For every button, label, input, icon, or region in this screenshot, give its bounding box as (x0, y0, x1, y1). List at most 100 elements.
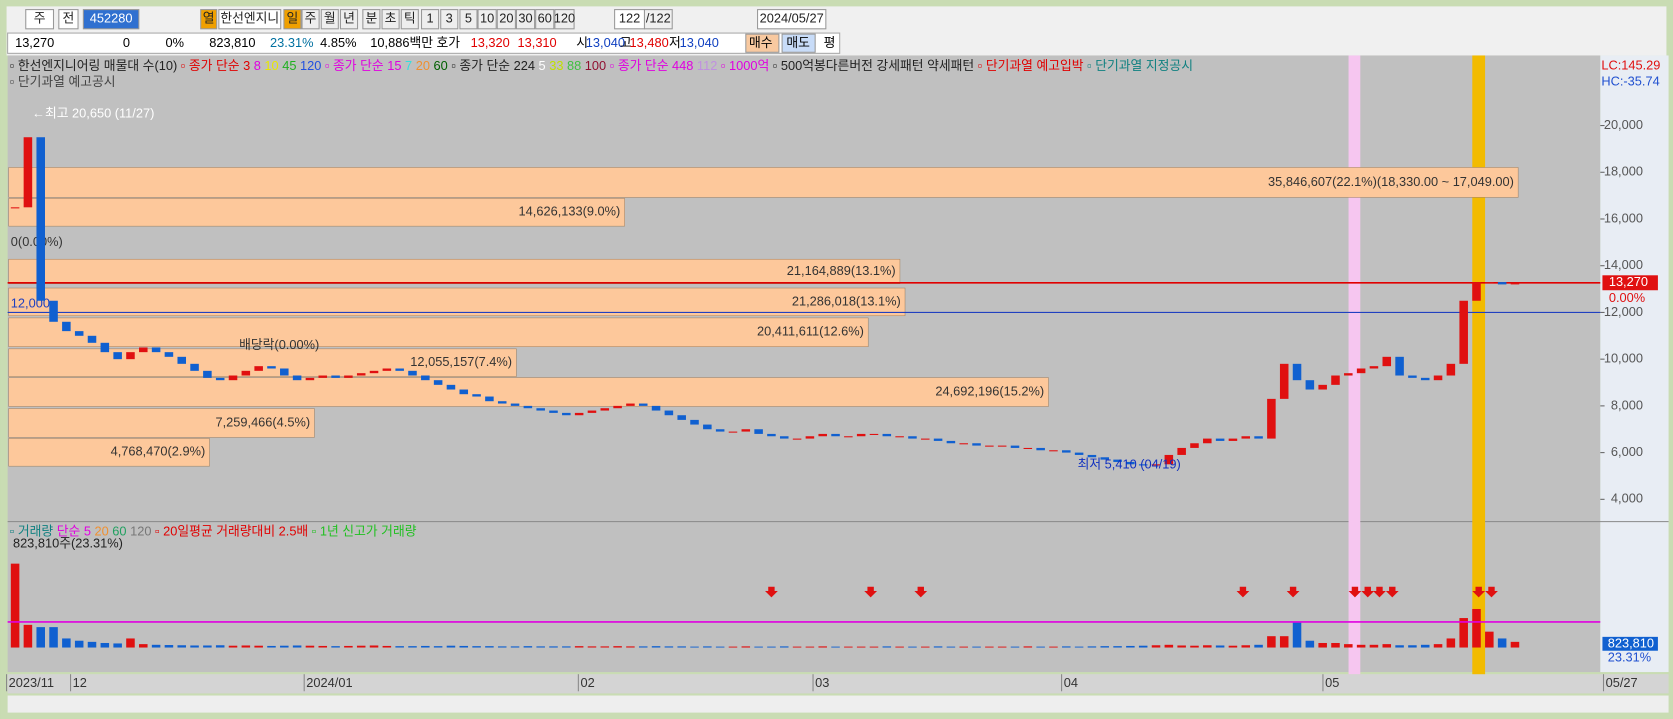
toolbar-label: 열 (203, 11, 215, 26)
volume-profile-bar (8, 287, 906, 317)
candle (613, 405, 622, 409)
toolbar-button[interactable] (362, 9, 381, 30)
volume-bar (331, 646, 340, 648)
quote-field: 호가 (436, 35, 460, 50)
candle (74, 331, 84, 336)
volume-bar (62, 638, 71, 648)
candle (1279, 363, 1289, 399)
toolbar-label: 초 (385, 11, 397, 26)
volume-bar (844, 646, 853, 648)
legend-item: 88 (563, 59, 581, 74)
sell-button[interactable] (781, 33, 816, 53)
signal-arrow (1485, 586, 1498, 598)
toolbar-button[interactable] (301, 9, 320, 30)
volume-bar (485, 646, 494, 648)
candle (1151, 464, 1161, 466)
toolbar-button[interactable] (477, 9, 497, 30)
volume-bar (1215, 645, 1225, 648)
hc-label: HC:-35.74 (1601, 74, 1659, 89)
volume-bar (1074, 646, 1084, 648)
quote-field: 13,270 (15, 35, 54, 50)
candle (1292, 363, 1302, 381)
quote-field: 평 (824, 35, 836, 50)
candle (754, 429, 763, 434)
candle (882, 433, 892, 437)
candle (959, 443, 968, 445)
toolbar-label: /122 (646, 11, 671, 26)
toolbar-button[interactable] (554, 9, 575, 30)
toolbar-button[interactable] (496, 9, 516, 30)
toolbar-button[interactable] (320, 9, 339, 30)
toolbar-label: 전 (63, 11, 75, 26)
toolbar-button[interactable] (339, 9, 359, 30)
legend-item: 100 (581, 59, 606, 74)
signal-arrow (864, 586, 878, 598)
candle (1241, 436, 1251, 439)
toolbar-button[interactable] (82, 9, 140, 30)
toolbar-button[interactable] (515, 9, 536, 30)
volume-bar (972, 646, 981, 648)
candle (497, 401, 507, 404)
toolbar-button[interactable] (420, 9, 440, 30)
volume-bar (959, 646, 968, 648)
profile-label: 12,055,157(7.4%) (410, 354, 512, 369)
candle (1305, 380, 1315, 390)
signal-arrow (914, 586, 928, 598)
toolbar-button[interactable] (643, 9, 673, 30)
last-price-label: 13,270 (1609, 274, 1648, 289)
candle (215, 377, 225, 381)
candle (741, 429, 751, 432)
volume-note: 823,810주(23.31%) (13, 535, 123, 550)
y-tick-label: 14,000 (1604, 257, 1643, 272)
volume-box (1602, 636, 1658, 651)
buy-button[interactable] (745, 33, 780, 53)
candle (1395, 356, 1404, 376)
volume-bar (741, 646, 751, 648)
toolbar-button[interactable] (440, 9, 459, 30)
toolbar-button[interactable] (218, 9, 282, 30)
candle (536, 408, 545, 411)
candle (139, 347, 148, 353)
legend: ▫ 거래량 단순 5 20 60 120 ▫ 20일평균 거래량대비 2.5배 … (10, 524, 417, 539)
volume-bar (869, 646, 879, 648)
volume-bar (23, 624, 33, 648)
toolbar-label: 월 (324, 11, 336, 26)
scrollbar[interactable] (7, 695, 1669, 713)
toolbar-button[interactable] (58, 9, 79, 30)
toolbar-button[interactable] (400, 9, 419, 30)
volume-bar (831, 646, 840, 648)
volume-profile-bar (8, 198, 625, 227)
volume-bar (997, 646, 1007, 648)
y-tick-label: 18,000 (1604, 164, 1643, 179)
legend-item: 60 (430, 59, 448, 74)
toolbar-button[interactable] (459, 9, 478, 30)
candle (1459, 300, 1468, 364)
toolbar-button[interactable] (283, 9, 302, 30)
signal-arrow (1385, 586, 1399, 598)
volume-bar (421, 645, 430, 648)
y-tick-label: 6,000 (1611, 444, 1643, 459)
volume-bar (1459, 618, 1468, 648)
candle (933, 438, 943, 441)
toolbar-button[interactable] (535, 9, 555, 30)
candle (985, 445, 994, 447)
candle (1126, 461, 1135, 465)
candle (356, 373, 366, 376)
quote-field: 0% (166, 35, 185, 50)
volume-bar (267, 645, 276, 648)
volume-bar (1254, 644, 1263, 648)
profile-label: 21,164,889(13.1%) (787, 263, 896, 278)
volume-bar (1395, 645, 1404, 648)
candle (113, 352, 122, 360)
x-tick-label: 04 (1064, 675, 1078, 690)
toolbar-label: 5 (465, 11, 472, 26)
candle (1267, 398, 1276, 439)
candle (395, 368, 404, 371)
toolbar-button[interactable] (25, 9, 55, 30)
toolbar-button[interactable] (757, 9, 827, 30)
toolbar-button[interactable] (381, 9, 400, 30)
toolbar-button[interactable] (200, 9, 218, 30)
toolbar-label: 한선엔지니 (220, 11, 279, 26)
